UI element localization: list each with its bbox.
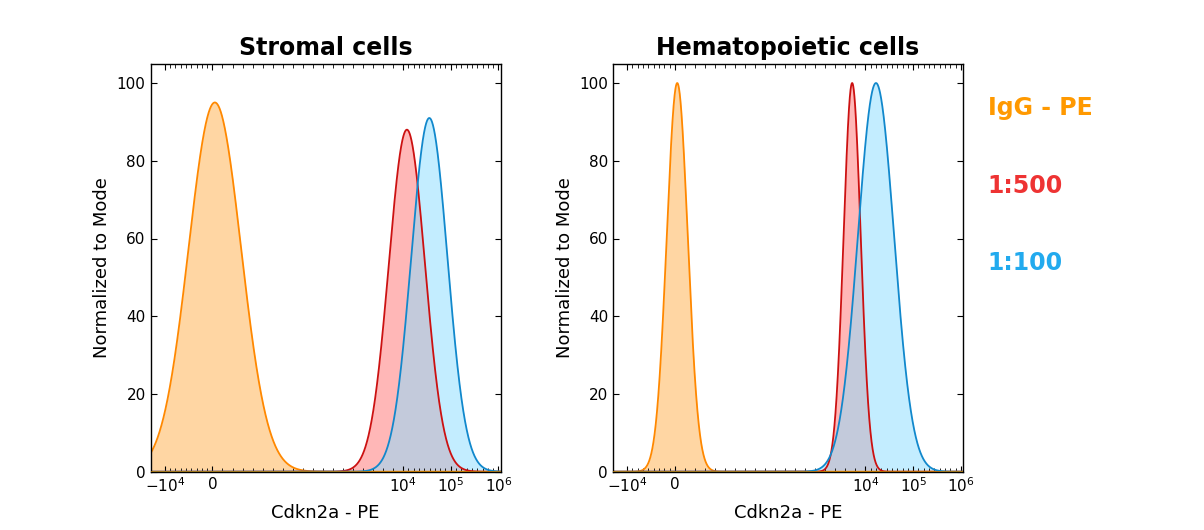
Text: IgG - PE: IgG - PE xyxy=(987,96,1092,120)
Text: 1:100: 1:100 xyxy=(987,251,1063,275)
Title: Stromal cells: Stromal cells xyxy=(238,36,413,60)
X-axis label: Cdkn2a - PE: Cdkn2a - PE xyxy=(271,504,379,522)
Y-axis label: Normalized to Mode: Normalized to Mode xyxy=(93,177,111,358)
Text: 1:500: 1:500 xyxy=(987,174,1063,198)
X-axis label: Cdkn2a - PE: Cdkn2a - PE xyxy=(734,504,843,522)
Y-axis label: Normalized to Mode: Normalized to Mode xyxy=(555,177,573,358)
Title: Hematopoietic cells: Hematopoietic cells xyxy=(656,36,920,60)
